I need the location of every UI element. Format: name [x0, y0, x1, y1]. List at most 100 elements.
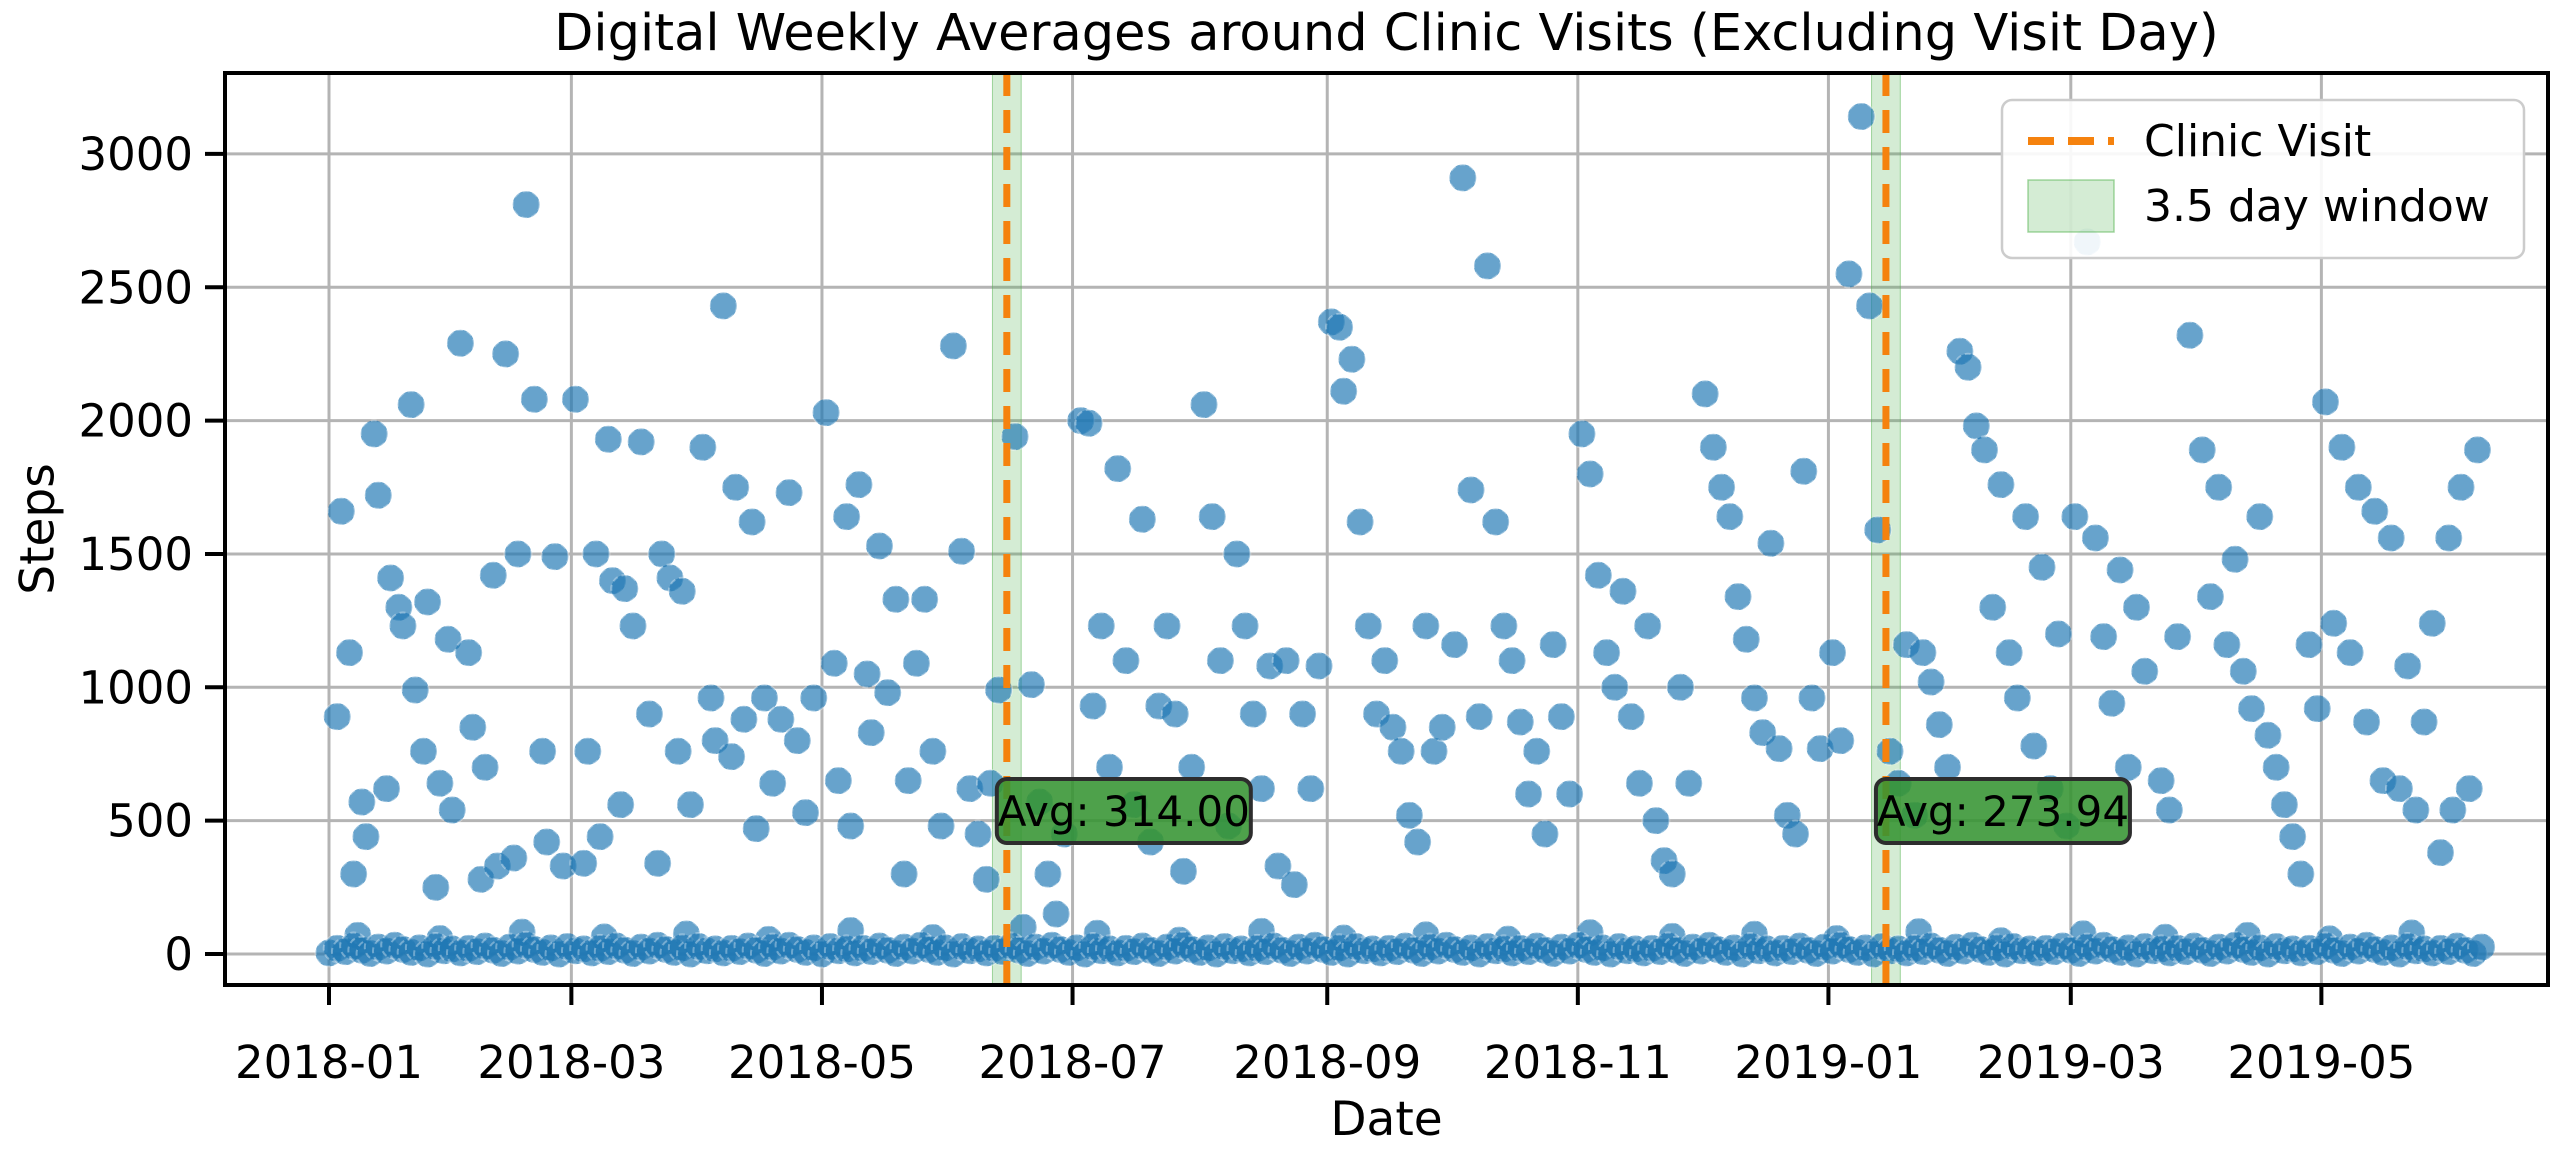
- scatter-point: [2335, 638, 2365, 668]
- scatter-point: [1600, 672, 1630, 702]
- scatter-point: [1723, 582, 1753, 612]
- scatter-point: [1538, 630, 1568, 660]
- scatter-point: [2294, 630, 2324, 660]
- scatter-point: [811, 398, 841, 428]
- scatter-point: [2302, 694, 2332, 724]
- scatter-point: [2130, 656, 2160, 686]
- scatter-point: [1419, 736, 1449, 766]
- scatter-point: [532, 827, 562, 857]
- legend-label-window: 3.5 day window: [2144, 181, 2490, 232]
- scatter-point: [1916, 667, 1946, 697]
- scatter-point: [1325, 312, 1355, 342]
- scatter-point: [737, 507, 767, 537]
- scatter-point: [2097, 688, 2127, 718]
- scatter-point: [799, 683, 829, 713]
- scatter-point: [1033, 859, 1063, 889]
- scatter-point: [1789, 456, 1819, 486]
- scatter-point: [2327, 432, 2357, 462]
- scatter-point: [1238, 699, 1268, 729]
- scatter-point: [519, 384, 549, 414]
- scatter-point: [910, 584, 940, 614]
- x-tick-label: 2019-05: [2227, 1036, 2415, 1089]
- scatter-point: [1986, 470, 2016, 500]
- scatter-point: [2376, 523, 2406, 553]
- y-tick-label: 500: [107, 795, 193, 848]
- scatter-point: [2204, 472, 2234, 502]
- scatter-point: [2146, 766, 2176, 796]
- scatter-point: [421, 872, 451, 902]
- scatter-point: [322, 702, 352, 732]
- legend-label-clinic-visit: Clinic Visit: [2144, 116, 2371, 167]
- scatter-point: [2228, 656, 2258, 686]
- scatter-point: [1978, 592, 2008, 622]
- scatter-point: [351, 822, 381, 852]
- scatter-point: [2310, 387, 2340, 417]
- scatter-point: [626, 427, 656, 457]
- scatter-point: [708, 291, 738, 321]
- scatter-point: [1378, 712, 1408, 742]
- scatter-point: [1403, 827, 1433, 857]
- scatter-point: [1608, 576, 1638, 606]
- scatter-point: [1177, 752, 1207, 782]
- scatter-point: [1103, 454, 1133, 484]
- scatter-point: [372, 774, 402, 804]
- scatter-point: [2220, 544, 2250, 574]
- scatter-point: [454, 638, 484, 668]
- scatter-point: [2401, 795, 2431, 825]
- scatter-point: [581, 539, 611, 569]
- scatter-point: [947, 536, 977, 566]
- scatter-point: [2175, 320, 2205, 350]
- scatter-point: [782, 726, 812, 756]
- scatter-point: [2462, 435, 2492, 465]
- scatter-point: [1514, 779, 1544, 809]
- scatter-point: [2089, 622, 2119, 652]
- scatter-point: [823, 766, 853, 796]
- scatter-point: [2393, 651, 2423, 681]
- scatter-point: [2154, 795, 2184, 825]
- scatter-point: [926, 811, 956, 841]
- scatter-point: [1855, 291, 1884, 321]
- legend-box: [2000, 98, 2526, 260]
- scatter-point: [335, 638, 365, 668]
- plot-border: [223, 71, 2550, 987]
- scatter-point: [1834, 259, 1864, 289]
- scatter-point: [1222, 539, 1252, 569]
- scatter-point: [1464, 702, 1494, 732]
- x-tick-label: 2018-01: [235, 1036, 423, 1089]
- scatter-point: [1555, 779, 1585, 809]
- scatter-point: [1961, 411, 1991, 441]
- scatter-point: [766, 704, 796, 734]
- annotation-text: Avg: 273.94: [1877, 787, 2129, 836]
- y-tick-label: 0: [164, 928, 193, 981]
- scatter-point: [832, 502, 862, 532]
- scatter-point: [478, 560, 508, 590]
- scatter-point: [458, 712, 488, 742]
- scatter-point: [1575, 459, 1605, 489]
- scatter-point: [758, 768, 788, 798]
- scatter-point: [2417, 608, 2447, 638]
- scatter-point: [1127, 504, 1157, 534]
- scatter-point: [1111, 646, 1141, 676]
- scatter-point: [1707, 472, 1737, 502]
- scatter-point: [1440, 630, 1470, 660]
- scatter-point: [433, 624, 463, 654]
- scatter-point: [2454, 774, 2484, 804]
- scatter-point: [2360, 496, 2390, 526]
- scatter-point: [918, 736, 948, 766]
- scatter-point: [359, 419, 389, 449]
- scatter-point: [1875, 736, 1905, 766]
- scatter-point: [1448, 163, 1478, 193]
- scatter-point: [696, 683, 726, 713]
- scatter-point: [2343, 472, 2373, 502]
- scatter-point: [663, 736, 693, 766]
- scatter-point: [1304, 651, 1334, 681]
- scatter-point: [1715, 502, 1745, 532]
- scatter-point: [2269, 790, 2299, 820]
- scatter-point: [1846, 102, 1876, 132]
- scatter-point: [836, 811, 866, 841]
- scatter-point: [1530, 819, 1560, 849]
- scatter-point: [445, 328, 475, 358]
- scatter-point: [2122, 592, 2152, 622]
- scatter-point: [2352, 707, 2382, 737]
